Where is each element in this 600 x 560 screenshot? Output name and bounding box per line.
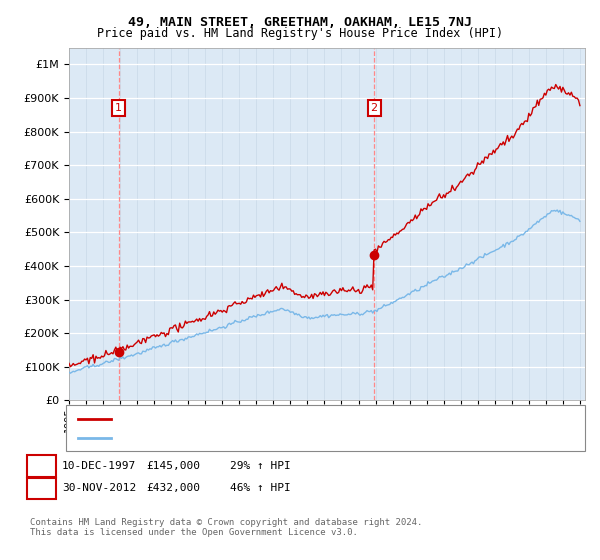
Text: 1: 1 bbox=[115, 103, 122, 113]
Text: 1: 1 bbox=[38, 461, 45, 471]
Text: 46% ↑ HPI: 46% ↑ HPI bbox=[230, 483, 290, 493]
Text: Contains HM Land Registry data © Crown copyright and database right 2024.
This d: Contains HM Land Registry data © Crown c… bbox=[30, 518, 422, 538]
Text: 30-NOV-2012: 30-NOV-2012 bbox=[62, 483, 136, 493]
Text: 49, MAIN STREET, GREETHAM, OAKHAM, LE15 7NJ (detached house): 49, MAIN STREET, GREETHAM, OAKHAM, LE15 … bbox=[118, 414, 471, 424]
Text: 10-DEC-1997: 10-DEC-1997 bbox=[62, 461, 136, 471]
Text: 2: 2 bbox=[38, 483, 45, 493]
Text: 49, MAIN STREET, GREETHAM, OAKHAM, LE15 7NJ: 49, MAIN STREET, GREETHAM, OAKHAM, LE15 … bbox=[128, 16, 472, 29]
Text: HPI: Average price, detached house, Rutland: HPI: Average price, detached house, Rutl… bbox=[118, 433, 371, 443]
Text: 29% ↑ HPI: 29% ↑ HPI bbox=[230, 461, 290, 471]
Text: £432,000: £432,000 bbox=[146, 483, 200, 493]
Text: 2: 2 bbox=[371, 103, 378, 113]
Text: Price paid vs. HM Land Registry's House Price Index (HPI): Price paid vs. HM Land Registry's House … bbox=[97, 27, 503, 40]
Text: £145,000: £145,000 bbox=[146, 461, 200, 471]
